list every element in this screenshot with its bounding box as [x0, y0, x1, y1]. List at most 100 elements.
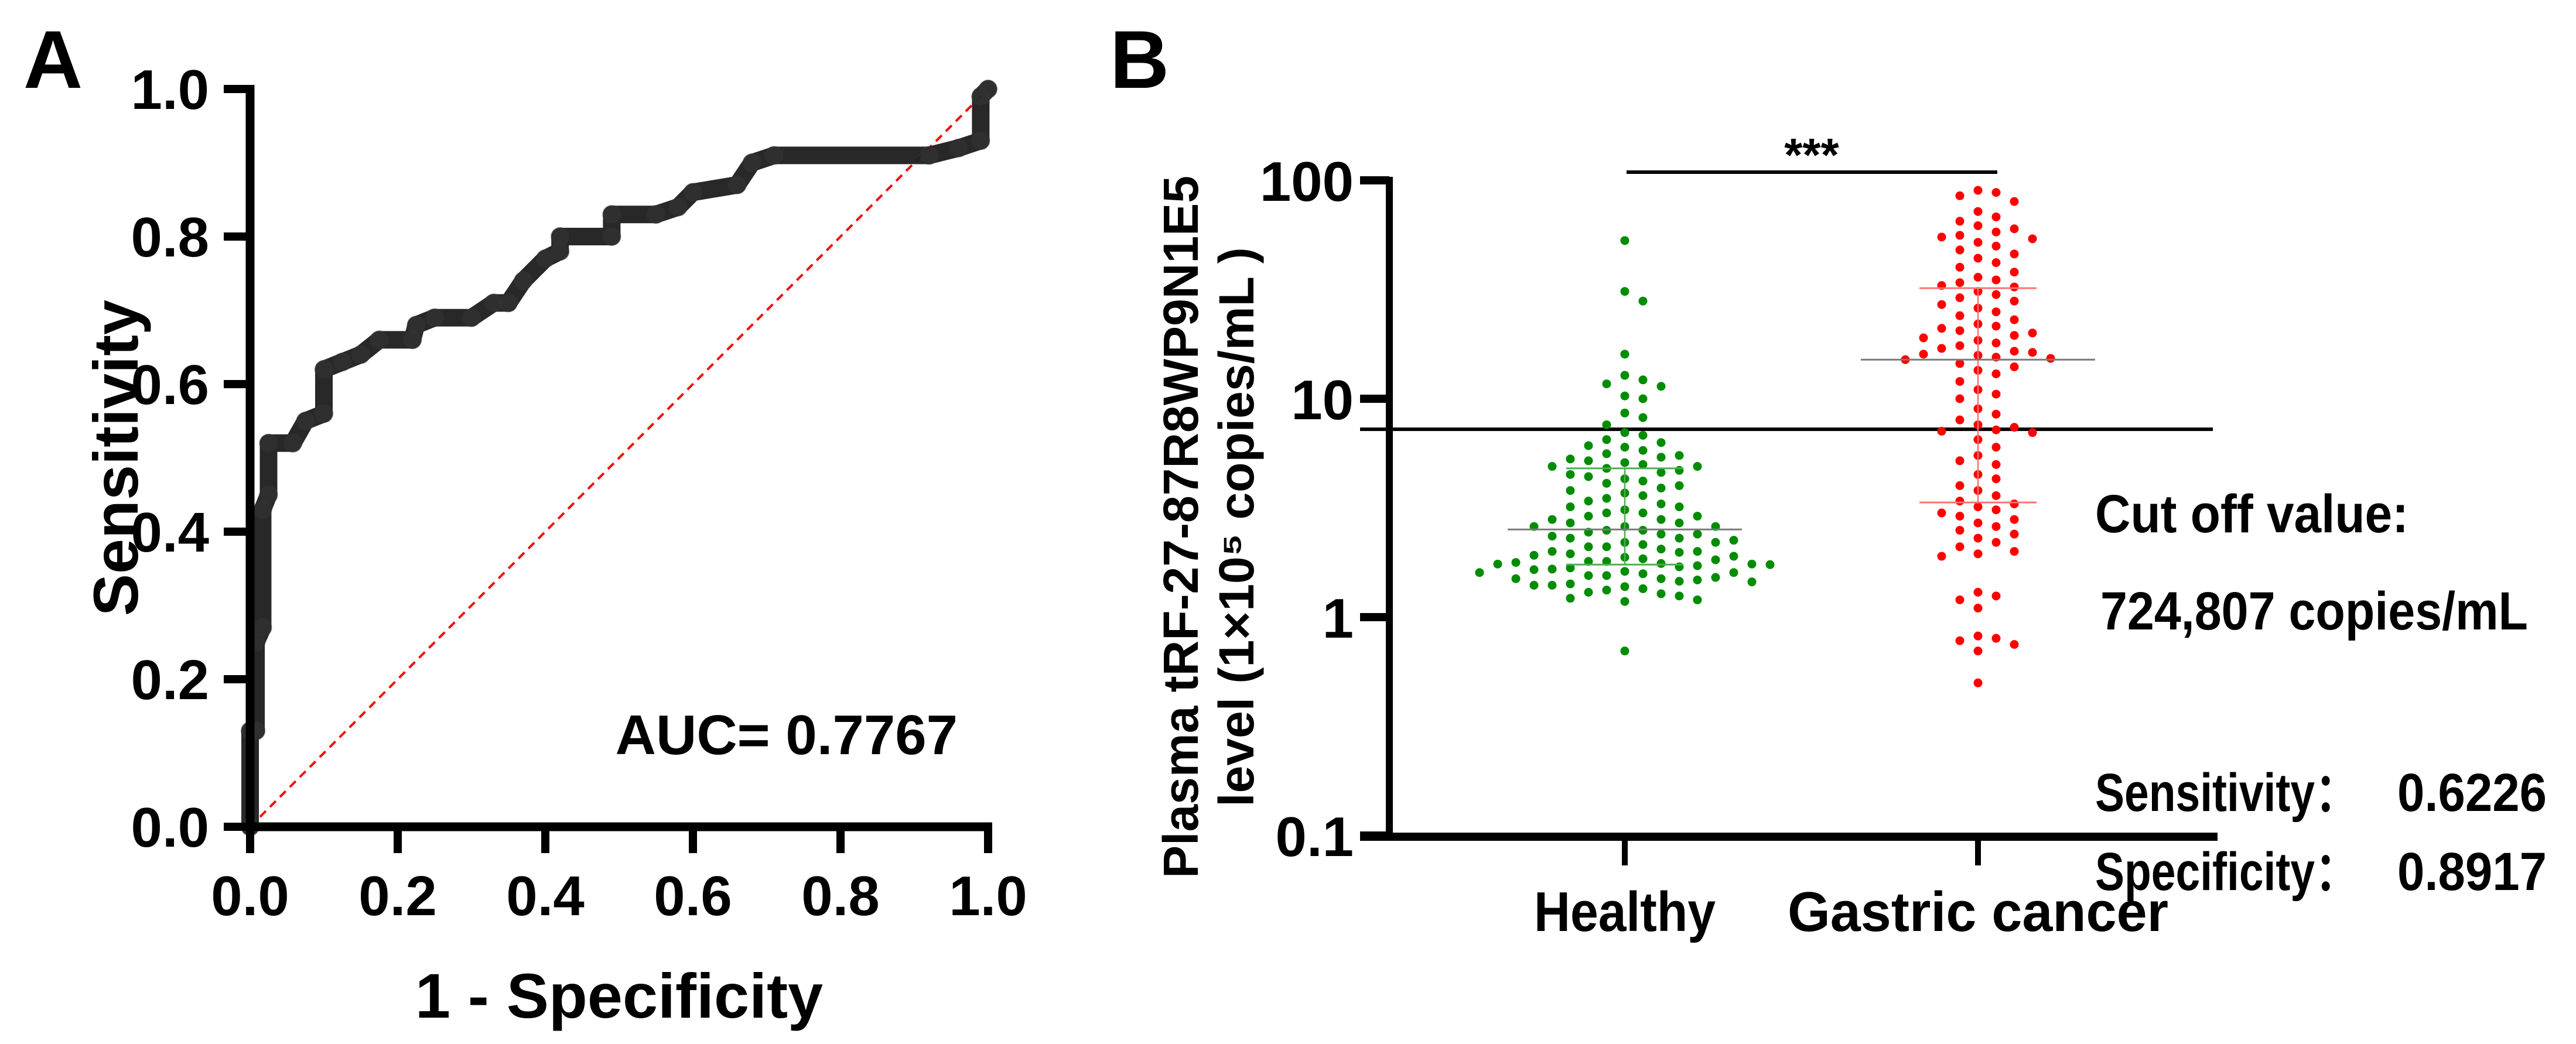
- data-point-healthy: [1584, 456, 1593, 465]
- data-point-gastric-cancer: [1937, 324, 1946, 333]
- data-point-healthy: [1656, 559, 1666, 568]
- data-point-gastric-cancer: [1955, 293, 1965, 303]
- data-point-gastric-cancer: [1991, 443, 2001, 452]
- data-point-healthy: [1675, 533, 1684, 543]
- data-point-healthy: [1547, 564, 1557, 574]
- data-point-gastric-cancer: [1955, 636, 1965, 645]
- data-point-healthy: [1475, 568, 1484, 577]
- data-point-healthy: [1675, 577, 1684, 586]
- axis-ticks-a: 0.0 0.2 0.4 0.6 0.8 1.0 0.0 0.2 0.4 0.6 0.8 1.0: [131, 59, 1027, 927]
- data-point-healthy: [1675, 518, 1684, 528]
- roc-point: [949, 138, 968, 158]
- data-point-gastric-cancer: [1955, 595, 1965, 604]
- data-point-healthy: [1638, 375, 1648, 385]
- data-point-gastric-cancer: [1991, 338, 2001, 348]
- data-point-healthy: [1602, 557, 1611, 566]
- data-point-healthy: [1693, 595, 1702, 604]
- data-point-healthy: [1566, 486, 1575, 495]
- roc-point: [647, 205, 665, 224]
- data-point-healthy: [1747, 559, 1757, 569]
- data-point-healthy: [1620, 287, 1629, 296]
- data-point-healthy: [1638, 296, 1648, 306]
- data-point-healthy: [1547, 515, 1557, 524]
- data-point-gastric-cancer: [1955, 217, 1965, 226]
- data-point-gastric-cancer: [1991, 505, 2001, 515]
- roc-point: [333, 352, 352, 372]
- data-point-gastric-cancer: [1937, 344, 1946, 353]
- data-point-gastric-cancer: [1991, 591, 2001, 601]
- data-point-gastric-cancer: [1991, 188, 2001, 197]
- data-point-healthy: [1675, 451, 1684, 460]
- data-point-healthy: [1584, 512, 1593, 521]
- data-point-healthy: [1602, 542, 1611, 552]
- data-point-healthy: [1566, 549, 1575, 559]
- data-point-healthy: [1547, 580, 1557, 590]
- data-point-gastric-cancer: [1955, 326, 1965, 336]
- roc-point: [551, 227, 570, 246]
- y-tick-label-b: 0.1: [1276, 806, 1354, 868]
- y-tick-label-a: 1.0: [131, 59, 209, 121]
- data-point-gastric-cancer: [1955, 341, 1965, 350]
- category-label-gastric-cancer: Gastric cancer: [1788, 881, 2168, 943]
- data-point-healthy: [1584, 497, 1593, 506]
- data-point-healthy: [1765, 560, 1775, 569]
- data-point-gastric-cancer: [2010, 315, 2019, 324]
- data-point-gastric-cancer: [2010, 197, 2019, 206]
- data-point-healthy: [1602, 420, 1611, 429]
- data-point-gastric-cancer: [1991, 491, 2001, 500]
- data-point-healthy: [1602, 494, 1611, 503]
- roc-point: [253, 500, 272, 519]
- data-point-gastric-cancer: [2010, 529, 2019, 539]
- data-point-gastric-cancer: [1991, 522, 2001, 531]
- data-point-gastric-cancer: [1991, 425, 2001, 434]
- data-point-healthy: [1566, 470, 1575, 479]
- data-point-gastric-cancer: [1991, 538, 2001, 547]
- data-point-gastric-cancer: [1991, 290, 2001, 299]
- roc-point: [403, 330, 422, 350]
- data-point-healthy: [1675, 465, 1684, 475]
- data-point-healthy: [1675, 591, 1684, 601]
- data-point-healthy: [1584, 571, 1593, 580]
- roc-point: [514, 271, 533, 290]
- data-point-gastric-cancer: [1955, 456, 1965, 465]
- data-point-healthy: [1511, 574, 1521, 583]
- data-point-gastric-cancer: [1955, 231, 1965, 240]
- roc-point: [406, 316, 426, 335]
- data-point-gastric-cancer: [1973, 604, 1983, 613]
- data-point-healthy: [1547, 532, 1557, 541]
- data-point-gastric-cancer: [1973, 221, 1983, 230]
- data-point-healthy: [1656, 382, 1666, 391]
- y-axis-title-a: Sensitivity: [80, 300, 151, 616]
- panel-a-letter: A: [23, 13, 83, 105]
- data-point-gastric-cancer: [1937, 300, 1946, 309]
- roc-point: [315, 360, 333, 379]
- y-tick-label-b: 1: [1323, 587, 1354, 650]
- data-point-gastric-cancer: [1973, 272, 1983, 282]
- data-point-gastric-cancer: [2028, 234, 2037, 244]
- data-point-healthy: [1656, 499, 1666, 509]
- data-point-gastric-cancer: [1973, 549, 1983, 559]
- data-point-healthy: [1620, 391, 1629, 401]
- data-point-healthy: [1620, 350, 1629, 359]
- data-point-gastric-cancer: [1973, 533, 1983, 543]
- data-point-healthy: [1566, 579, 1575, 588]
- data-point-healthy: [1656, 438, 1666, 447]
- data-point-healthy: [1620, 582, 1629, 591]
- data-point-healthy: [1638, 584, 1648, 593]
- data-point-gastric-cancer: [1973, 631, 1983, 641]
- data-point-gastric-cancer: [2010, 282, 2019, 292]
- y-tick-label-a: 0.8: [131, 206, 209, 269]
- data-point-gastric-cancer: [1955, 415, 1965, 425]
- roc-point: [296, 412, 315, 430]
- data-point-healthy: [1729, 552, 1738, 561]
- data-point-gastric-cancer: [1991, 258, 2001, 268]
- data-point-healthy: [1602, 379, 1611, 389]
- roc-point: [602, 227, 621, 246]
- data-point-healthy: [1493, 559, 1502, 569]
- roc-point: [370, 330, 389, 350]
- data-point-gastric-cancer: [1973, 646, 1983, 656]
- data-point-healthy: [1566, 563, 1575, 573]
- data-point-healthy: [1675, 547, 1684, 557]
- roc-point: [259, 485, 278, 504]
- data-point-healthy: [1693, 547, 1702, 556]
